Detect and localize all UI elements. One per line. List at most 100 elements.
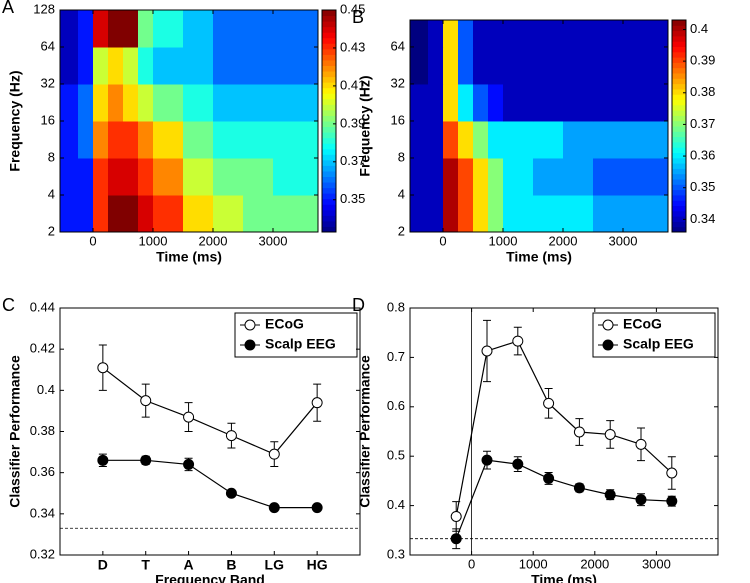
colorbar-segment	[672, 126, 686, 132]
heatmap-cell	[213, 10, 244, 48]
y-axis-label: Frequency (Hz)	[7, 70, 23, 171]
y-tick-label: 16	[391, 112, 405, 127]
y-tick-label: 4	[48, 186, 55, 201]
colorbar-segment	[322, 170, 336, 177]
y-axis-label: Classifier Performance	[357, 355, 373, 508]
heatmap-cell	[473, 194, 489, 233]
heatmap-cell	[473, 120, 489, 159]
marker	[97, 454, 109, 466]
colorbar-segment	[672, 120, 686, 127]
heatmap-cell	[563, 46, 594, 85]
marker	[604, 489, 616, 501]
colorbar-segment	[672, 216, 686, 222]
heatmap-cell	[60, 47, 79, 85]
heatmap-cell	[503, 157, 534, 196]
heatmap-cell	[563, 157, 594, 196]
colorbar-segment	[322, 82, 336, 89]
y-tick-label: 0.34	[30, 505, 55, 520]
legend-marker	[244, 339, 256, 351]
colorbar-segment	[322, 54, 336, 61]
colorbar-tick-label: 0.38	[690, 84, 715, 99]
series-line	[455, 340, 673, 517]
heatmap-cell	[108, 121, 124, 159]
colorbar-tick-label: 0.39	[340, 115, 365, 130]
x-tick-label: 0	[89, 233, 96, 248]
colorbar-tick-label: 0.34	[690, 211, 715, 226]
heatmap-cell	[428, 157, 444, 196]
plot-frame	[409, 19, 669, 233]
heatmap-cell	[563, 194, 594, 233]
heatmap-cell	[428, 46, 444, 85]
colorbar-segment	[672, 221, 686, 228]
marker	[481, 454, 493, 466]
series-line	[102, 459, 318, 509]
heatmap-cell	[488, 83, 504, 122]
heatmap-cell	[623, 20, 669, 48]
marker	[666, 467, 678, 479]
heatmap-cell	[243, 121, 274, 159]
colorbar-segment	[672, 30, 686, 37]
colorbar-segment	[672, 179, 686, 185]
colorbar-segment	[322, 43, 336, 50]
heatmap-cell	[183, 10, 214, 48]
x-tick-label: A	[184, 557, 194, 573]
heatmap-cell	[273, 121, 319, 159]
colorbar-segment	[322, 15, 336, 22]
y-tick-label: 64	[391, 38, 405, 53]
x-tick-label: 3000	[609, 233, 638, 248]
heatmap-cell	[533, 20, 564, 48]
y-tick-label: 2	[398, 223, 405, 238]
colorbar-segment	[322, 121, 336, 128]
colorbar-segment	[672, 136, 686, 143]
heatmap-cell	[273, 195, 319, 233]
heatmap-cell	[93, 158, 109, 196]
heatmap-cell	[623, 157, 669, 196]
heatmap-cell	[243, 10, 274, 48]
heatmap-cell	[503, 194, 534, 233]
heatmap-cell	[138, 121, 154, 159]
heatmap-cell	[78, 47, 94, 85]
colorbar-segment	[672, 168, 686, 175]
colorbar-segment	[672, 104, 686, 111]
y-tick-label: 2	[48, 223, 55, 238]
heatmap-cell	[138, 10, 154, 48]
colorbar-tick-label: 0.37	[340, 153, 365, 168]
heatmap-cell	[533, 157, 564, 196]
colorbar-segment	[322, 154, 336, 161]
colorbar-segment	[322, 87, 336, 94]
heatmap-cell	[153, 121, 184, 159]
heatmap-cell	[243, 158, 274, 196]
x-axis-label: Time (ms)	[156, 249, 222, 265]
heatmap-cell	[623, 194, 669, 233]
heatmap-cell	[443, 120, 459, 159]
x-tick-label: 2000	[580, 556, 609, 571]
heatmap-cell	[593, 20, 624, 48]
colorbar-segment	[322, 126, 336, 133]
y-tick-label: 8	[48, 149, 55, 164]
heatmap-cell	[563, 20, 594, 48]
colorbar-segment	[322, 165, 336, 172]
y-tick-label: 0.38	[30, 423, 55, 438]
colorbar-segment	[322, 193, 336, 200]
colorbar-segment	[672, 163, 686, 169]
panel-label: A	[2, 0, 14, 17]
x-tick-label: 1000	[489, 233, 518, 248]
heatmap-cell	[213, 158, 244, 196]
marker	[268, 502, 280, 514]
heatmap-cell	[458, 46, 474, 85]
colorbar-segment	[672, 78, 686, 85]
heatmap-cell	[443, 157, 459, 196]
heatmap-cell	[458, 20, 474, 48]
y-tick-label: 128	[33, 1, 55, 16]
marker	[268, 448, 280, 460]
x-tick-label: 3000	[259, 233, 288, 248]
x-axis-label: Time (ms)	[531, 572, 597, 583]
marker	[450, 510, 462, 522]
heatmap-cell	[138, 84, 154, 122]
colorbar-segment	[322, 209, 336, 216]
colorbar-segment	[322, 76, 336, 83]
heatmap-cell	[123, 195, 139, 233]
heatmap-cell	[60, 84, 79, 122]
heatmap-cell	[153, 10, 184, 48]
y-tick-label: 0.32	[30, 546, 55, 561]
